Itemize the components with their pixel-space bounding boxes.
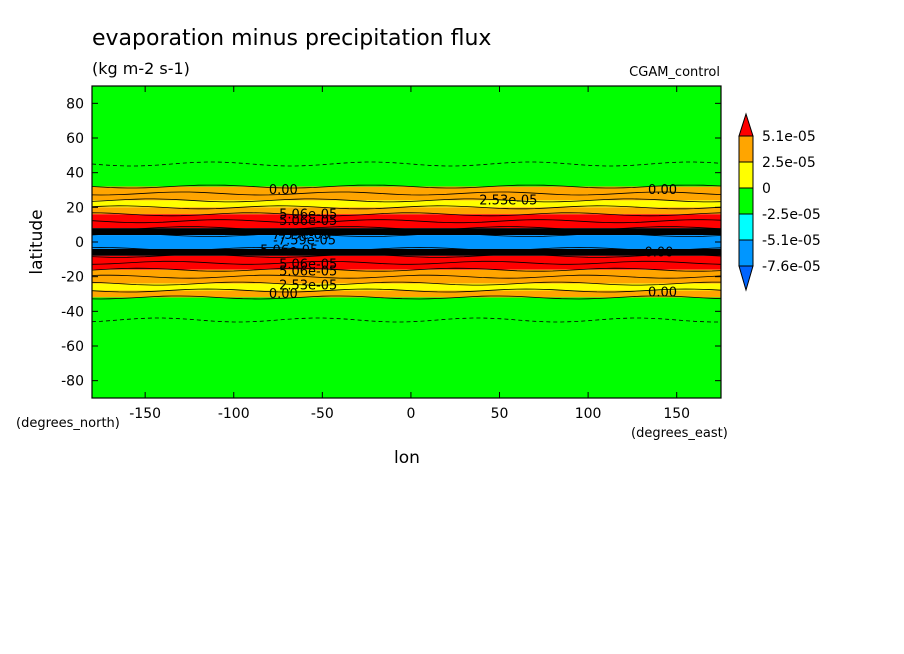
colorbar-top-arrow — [738, 112, 754, 137]
colorbar-label-4: -5.1e-05 — [762, 233, 821, 249]
y-unit-label: (degrees_north) — [16, 416, 120, 431]
colorbar-label-3: -2.5e-05 — [762, 207, 821, 223]
contour-line-1 — [91, 191, 722, 196]
y-tick-label-3: 20 — [66, 200, 84, 216]
x-tick-label-4: 50 — [491, 406, 509, 422]
x-tick-label-2: -50 — [311, 406, 334, 422]
contour-line-11 — [91, 254, 722, 258]
contour-label-4: 5.06e-05 — [279, 214, 337, 229]
y-axis-ticks: 80 60 40 20 0 -20 -40 -60 -80 — [61, 96, 721, 390]
y-tick-label-8: -80 — [61, 374, 84, 390]
y-axis-label: latitude — [27, 209, 47, 274]
band-8 — [92, 255, 721, 270]
x-tick-label-1: -100 — [218, 406, 250, 422]
dashed-contour-1 — [91, 317, 721, 323]
colorbar: 5.1e-05 2.5e-05 0 -2.5e-05 -5.1e-05 -7.6e-05 — [738, 112, 821, 292]
colorbar-label-5: -7.6e-05 — [762, 259, 821, 275]
band-11 — [92, 290, 721, 298]
y-tick-label-6: -40 — [61, 304, 84, 320]
colorbar-segment-4 — [738, 213, 754, 241]
contour-line-3 — [91, 205, 722, 210]
contour-labels: 0.00 0.002.53e-055.06e-055.06e-057.59e-05… — [255, 183, 677, 302]
y-tick-label-5: -20 — [61, 270, 84, 286]
chart-units: (kg m-2 s-1) — [92, 59, 190, 78]
contour-line-5 — [91, 219, 722, 224]
band-2 — [92, 200, 721, 208]
x-tick-label-0: -150 — [129, 406, 161, 422]
contour-line-7 — [91, 229, 721, 234]
contour-label-5: 7.59e-05 — [272, 228, 330, 243]
x-axis-label: lon — [394, 448, 420, 468]
contour-line-13 — [91, 267, 722, 272]
x-axis-ticks: -150 -100 -50 0 50 100 150 — [129, 86, 690, 422]
band-4 — [92, 214, 721, 229]
contour-label-3: 5.06e-05 — [279, 207, 337, 222]
contour-label-0: 0.00 — [269, 183, 298, 198]
band-12 — [92, 297, 721, 398]
contour-label-8: 5.06e-05 — [279, 258, 337, 273]
contour-line-0 — [91, 184, 722, 189]
contour-line-6 — [91, 226, 722, 230]
colorbar-segment-3 — [738, 187, 754, 215]
contour-line-8 — [91, 233, 722, 238]
y-tick-label-7: -60 — [61, 339, 84, 355]
contour-line-14 — [91, 274, 722, 279]
contour-line-2 — [91, 198, 722, 203]
colorbar-label-2: 0 — [762, 181, 771, 197]
contour-label-11: 0.00 — [269, 287, 298, 302]
contour-lines — [91, 161, 722, 323]
contour-line-16 — [91, 288, 722, 293]
y-tick-label-1: 60 — [66, 131, 84, 147]
chart-title: evaporation minus precipitation flux — [92, 26, 491, 51]
y-tick-label-4: 0 — [75, 235, 84, 251]
colorbar-label-1: 2.5e-05 — [762, 155, 816, 171]
colorbar-segment-2 — [738, 161, 754, 189]
dashed-contour-0 — [91, 161, 722, 167]
contour-label-9: 5.06e-05 — [279, 264, 337, 279]
contour-label-1: 0.00 — [648, 183, 677, 198]
x-unit-label: (degrees_east) — [631, 426, 728, 441]
x-tick-label-5: 100 — [575, 406, 602, 422]
band-0 — [92, 86, 721, 187]
colorbar-segment-5 — [738, 239, 754, 267]
colorbar-bottom-arrow — [738, 265, 754, 292]
x-tick-label-3: 0 — [406, 406, 415, 422]
band-7 — [92, 248, 721, 256]
contour-line-17 — [91, 295, 722, 300]
x-tick-label-6: 150 — [663, 406, 690, 422]
band-5 — [92, 228, 721, 236]
band-9 — [92, 269, 721, 284]
contour-line-12 — [91, 260, 722, 265]
contour-label-7: -5.06e-05 — [255, 244, 318, 259]
band-10 — [92, 283, 721, 291]
contour-label-2: 2.53e-05 — [479, 193, 537, 208]
band-6 — [92, 235, 721, 249]
contour-line-15 — [91, 281, 721, 286]
contour-line-9 — [91, 246, 722, 251]
contour-label-12: 0.00 — [648, 285, 677, 300]
colorbar-label-0: 5.1e-05 — [762, 129, 816, 145]
dataset-label: CGAM_control — [629, 65, 720, 80]
plot-area — [92, 86, 721, 398]
contour-label-13: 0.00 — [645, 245, 674, 260]
contour-line-4 — [91, 212, 722, 217]
contour-label-10: 2.53e-05 — [279, 278, 337, 293]
y-tick-label-0: 80 — [66, 96, 84, 112]
contour-line-10 — [91, 250, 722, 255]
contour-label-6: -7.59e-05 — [273, 233, 336, 248]
band-1 — [92, 186, 721, 201]
y-tick-label-2: 40 — [66, 166, 84, 182]
band-3 — [92, 207, 721, 215]
colorbar-segment-1 — [738, 135, 754, 163]
